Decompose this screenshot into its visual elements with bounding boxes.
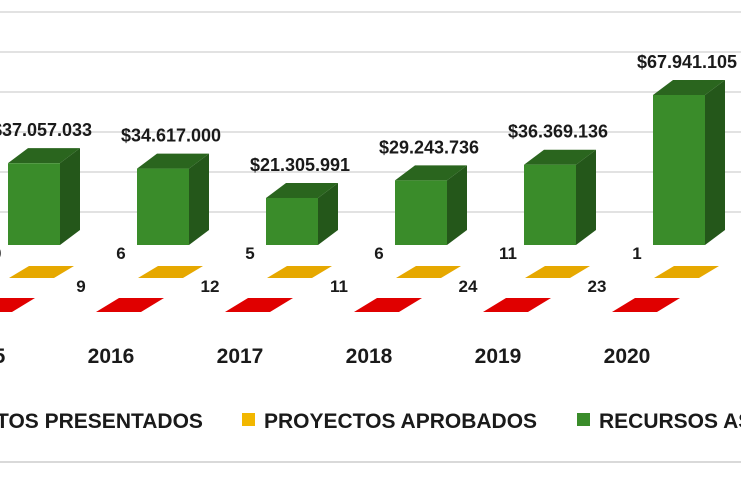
data-label: 11 [499, 244, 517, 263]
bar-top [653, 80, 725, 95]
bar-side [189, 153, 209, 245]
bar [654, 266, 719, 278]
data-label: 12 [201, 277, 220, 296]
bar [225, 298, 293, 312]
x-tick-label: 2017 [217, 345, 264, 368]
data-label: 10 [0, 244, 1, 263]
legend-swatch-recursos [577, 413, 590, 426]
bar [395, 180, 447, 245]
data-label: $36.369.136 [508, 122, 608, 142]
bar-top [8, 148, 80, 164]
data-label: 6 [374, 244, 383, 263]
x-axis-tick-labels: 2015 2016 2017 2018 2019 2020 [0, 345, 650, 368]
legend-label-aprobados: PROYECTOS APROBADOS [264, 410, 537, 433]
bar [96, 298, 164, 312]
x-tick-label: 2018 [346, 345, 393, 368]
data-label: 5 [245, 244, 254, 263]
bar [267, 266, 332, 278]
data-label: 24 [459, 277, 478, 296]
gridlines [0, 11, 741, 213]
recursos-series: $37.057.033 $34.617.000 $21.305.991 $29.243… [0, 52, 737, 245]
x-tick-label: 2015 [0, 345, 6, 368]
bar-side [576, 149, 596, 245]
data-label: $37.057.033 [0, 120, 92, 140]
bar [266, 197, 318, 245]
bar [612, 298, 680, 312]
data-label: $21.305.991 [250, 155, 350, 175]
bar-top [395, 165, 467, 181]
bar [524, 164, 576, 245]
data-label: 11 [330, 277, 348, 296]
bar [9, 266, 74, 278]
data-label: 23 [588, 277, 607, 296]
presentados-series: 11912112423 [0, 277, 680, 312]
data-label: 6 [116, 244, 125, 263]
x-tick-label: 2020 [604, 345, 651, 368]
data-label: 1 [632, 244, 641, 263]
bar-side [705, 80, 725, 245]
bar-top [266, 182, 338, 198]
bar [0, 298, 35, 312]
bar [137, 168, 189, 245]
bar-top [524, 149, 596, 165]
data-label: $67.941.105 [637, 52, 737, 72]
data-label: $29.243.736 [379, 137, 479, 157]
data-label: 9 [76, 277, 85, 296]
x-tick-label: 2016 [88, 345, 135, 368]
bar [483, 298, 551, 312]
bar-side [318, 182, 338, 245]
bar-top [137, 153, 209, 169]
bar [653, 95, 705, 245]
bar [396, 266, 461, 278]
bar [354, 298, 422, 312]
data-label: $34.617.000 [121, 126, 221, 146]
bar [138, 266, 203, 278]
legend-label-presentados: TOS PRESENTADOS [0, 410, 203, 433]
bar-side [447, 165, 467, 245]
x-tick-label: 2019 [475, 345, 522, 368]
legend-swatch-aprobados [242, 413, 255, 426]
bar [525, 266, 590, 278]
bar [8, 163, 60, 245]
aprobados-series: 10656111 [0, 244, 719, 278]
bar-side [60, 148, 80, 245]
legend-label-recursos: RECURSOS AS [599, 410, 741, 433]
legend: TOS PRESENTADOS PROYECTOS APROBADOS RECU… [0, 410, 741, 433]
